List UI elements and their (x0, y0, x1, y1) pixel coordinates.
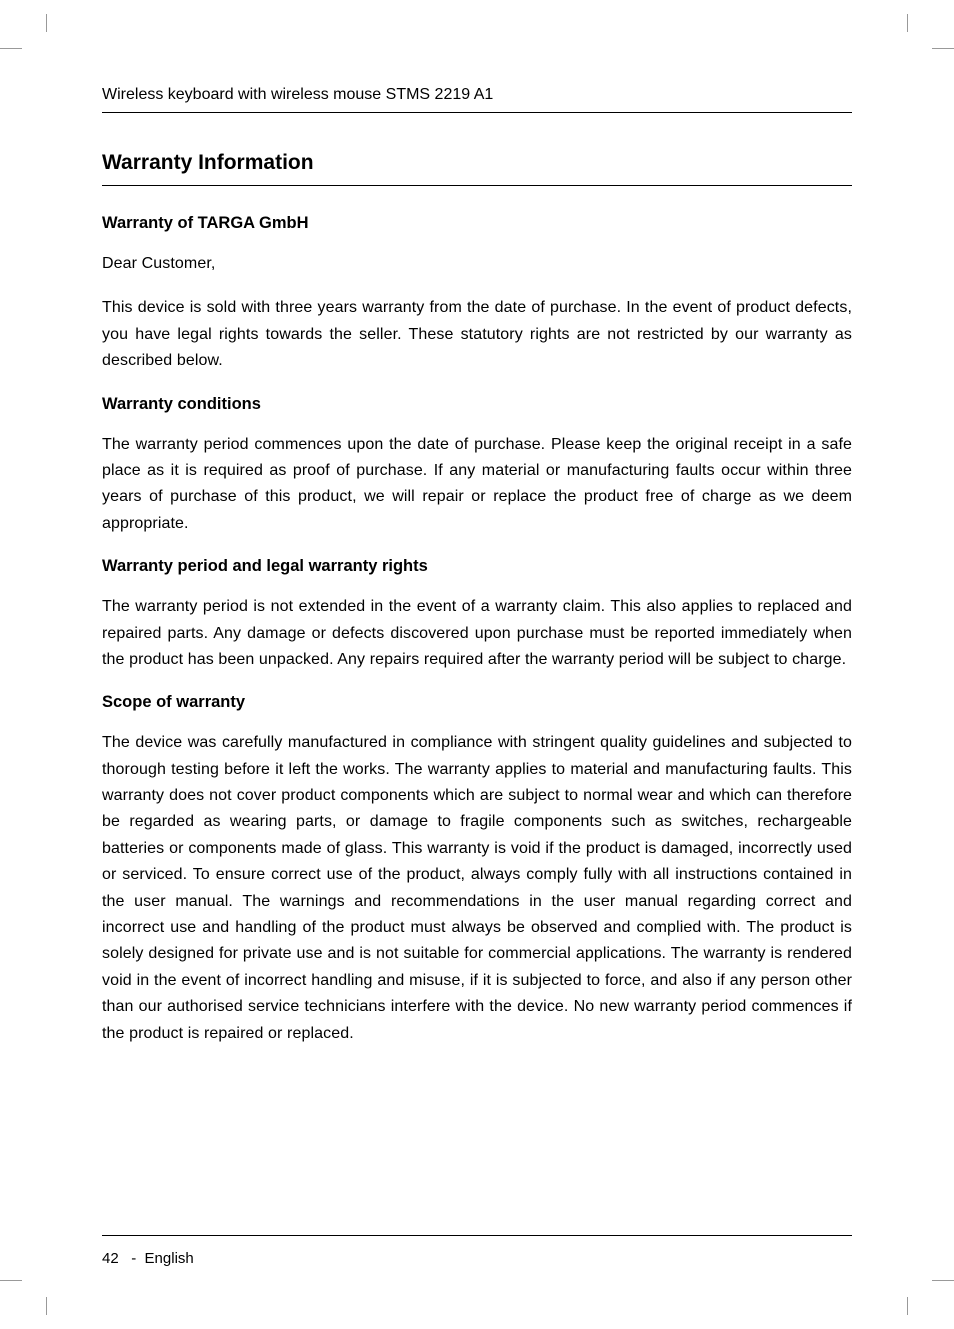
body-paragraph: Dear Customer, (102, 251, 852, 277)
crop-mark (0, 48, 22, 49)
page-title: Warranty Information (102, 151, 852, 186)
running-head: Wireless keyboard with wireless mouse ST… (102, 86, 852, 113)
crop-mark (46, 14, 47, 32)
crop-mark (932, 1280, 954, 1281)
crop-mark (46, 1297, 47, 1315)
crop-mark (932, 48, 954, 49)
body-paragraph: This device is sold with three years war… (102, 295, 852, 374)
footer-separator: - (131, 1250, 136, 1267)
section-heading: Warranty conditions (102, 395, 852, 414)
body-paragraph: The device was carefully manufactured in… (102, 730, 852, 1047)
crop-mark (907, 14, 908, 32)
footer-language: English (145, 1250, 194, 1267)
section-heading: Warranty of TARGA GmbH (102, 214, 852, 233)
crop-mark (0, 1280, 22, 1281)
section-heading: Scope of warranty (102, 693, 852, 712)
page-footer: 42 - English (102, 1235, 852, 1267)
body-paragraph: The warranty period commences upon the d… (102, 432, 852, 538)
page-number: 42 (102, 1250, 119, 1267)
crop-mark (907, 1297, 908, 1315)
section-heading: Warranty period and legal warranty right… (102, 557, 852, 576)
page-content: Wireless keyboard with wireless mouse ST… (0, 0, 954, 1047)
body-paragraph: The warranty period is not extended in t… (102, 594, 852, 673)
